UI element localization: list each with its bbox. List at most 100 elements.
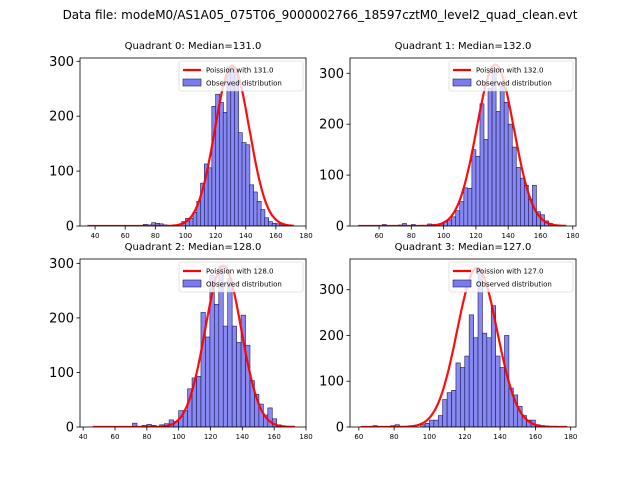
plot-area bbox=[358, 63, 567, 226]
histogram-bar bbox=[205, 336, 211, 427]
x-tick-label: 60 bbox=[354, 433, 363, 441]
poisson-curve bbox=[87, 64, 294, 226]
quadrant-0-title: Quadrant 0: Median=131.0 bbox=[125, 41, 262, 52]
histogram-bar bbox=[459, 201, 465, 226]
quadrant-1-chart: Quadrant 1: Median=132.0 0 100 200 300 60 80 1… bbox=[319, 41, 579, 240]
figure-title: Data file: modeM0/AS1A05_075T06_90000027… bbox=[62, 8, 578, 22]
histogram-bar bbox=[451, 216, 457, 226]
legend-box bbox=[178, 60, 304, 92]
histogram-bar bbox=[520, 177, 525, 226]
legend-label-observed: Observed distribution bbox=[476, 80, 552, 88]
histogram-bar bbox=[483, 139, 489, 226]
x-tick-label: 100 bbox=[179, 232, 192, 240]
histogram-bar bbox=[471, 149, 477, 226]
histogram-bar bbox=[437, 415, 443, 427]
histogram-bar bbox=[479, 103, 485, 226]
histogram-bar bbox=[511, 146, 517, 226]
histogram-bar bbox=[499, 367, 505, 427]
histogram-bar bbox=[236, 342, 242, 427]
y-tick-label: 200 bbox=[49, 110, 74, 125]
legend-box bbox=[178, 261, 304, 293]
quadrant-2-title: Quadrant 2: Median=128.0 bbox=[125, 242, 262, 253]
quadrant-3-title: Quadrant 3: Median=127.0 bbox=[395, 242, 532, 253]
histogram-bar bbox=[487, 88, 493, 226]
histogram-bar bbox=[515, 167, 521, 226]
y-tick-label: 0 bbox=[336, 421, 344, 436]
legend-label-poisson: Poission with 132.0 bbox=[476, 67, 544, 75]
legend-bar-swatch bbox=[452, 279, 472, 288]
y-tick-label: 200 bbox=[49, 311, 74, 326]
axes-frame bbox=[349, 258, 577, 428]
histogram-bar bbox=[429, 419, 435, 427]
y-tick-label: 300 bbox=[319, 283, 344, 298]
histogram-bar bbox=[231, 325, 237, 427]
histogram-bar bbox=[227, 278, 233, 427]
histogram-bar bbox=[446, 392, 452, 427]
histogram-bar bbox=[463, 187, 469, 226]
legend-label-observed: Observed distribution bbox=[206, 80, 282, 88]
quadrant-0-chart: Quadrant 0: Median=131.0 0 100 200 300 40 60 8… bbox=[49, 41, 313, 240]
histogram-bar bbox=[467, 188, 473, 226]
x-tick-label: 80 bbox=[151, 232, 160, 240]
x-tick-label: 40 bbox=[79, 433, 88, 441]
y-tick-label: 100 bbox=[49, 165, 74, 180]
x-tick-label: 160 bbox=[529, 433, 542, 441]
y-tick-label: 100 bbox=[49, 366, 74, 381]
y-tick-label: 300 bbox=[49, 257, 74, 272]
histogram-bar bbox=[214, 303, 220, 427]
legend: Poission with 131.0 Observed distribution bbox=[178, 60, 304, 92]
legend-label-observed: Observed distribution bbox=[476, 281, 552, 289]
x-tick-label: 60 bbox=[375, 232, 384, 240]
histogram-bar bbox=[503, 101, 509, 226]
x-tick-label: 40 bbox=[91, 232, 100, 240]
x-tick-label: 80 bbox=[390, 433, 399, 441]
histogram-bar bbox=[132, 422, 138, 427]
poisson-curve bbox=[358, 63, 567, 226]
histogram-bar bbox=[196, 375, 202, 427]
histogram-bar bbox=[267, 407, 273, 427]
legend-bar-swatch bbox=[182, 279, 202, 288]
x-tick-label: 160 bbox=[267, 433, 280, 441]
y-tick-label: 200 bbox=[319, 329, 344, 344]
quadrant-2-chart: Quadrant 2: Median=128.0 0 100 200 300 40 60 8… bbox=[49, 242, 313, 441]
x-tick-label: 120 bbox=[204, 433, 217, 441]
legend: Poission with 127.0 Observed distribution bbox=[448, 261, 574, 293]
x-tick-label: 180 bbox=[564, 433, 577, 441]
x-tick-label: 160 bbox=[269, 232, 282, 240]
y-tick-label: 0 bbox=[336, 220, 344, 235]
y-tick-label: 200 bbox=[319, 118, 344, 133]
quadrant-3-chart: Quadrant 3: Median=127.0 0 100 200 300 60 80 1… bbox=[319, 242, 577, 441]
histogram-bar bbox=[477, 268, 483, 427]
x-tick-label: 80 bbox=[142, 433, 151, 441]
y-tick-label: 300 bbox=[319, 67, 344, 82]
plot-area bbox=[92, 264, 295, 427]
x-tick-label: 180 bbox=[299, 433, 312, 441]
x-tick-label: 160 bbox=[534, 232, 547, 240]
histogram-bar bbox=[146, 423, 152, 427]
axes-frame bbox=[79, 258, 307, 428]
legend-bar-swatch bbox=[182, 78, 202, 87]
plot-area bbox=[360, 266, 568, 427]
histogram-bar bbox=[455, 362, 461, 427]
histogram-bar bbox=[482, 332, 488, 427]
histogram-bar bbox=[495, 355, 501, 427]
histogram-bar bbox=[460, 367, 466, 427]
histogram-bar bbox=[486, 337, 492, 427]
histogram-bar bbox=[451, 390, 457, 427]
x-tick-label: 80 bbox=[407, 232, 416, 240]
histogram-bar bbox=[499, 85, 505, 226]
legend: Poission with 128.0 Observed distribution bbox=[178, 261, 304, 293]
x-tick-label: 100 bbox=[437, 232, 450, 240]
x-tick-label: 140 bbox=[239, 232, 252, 240]
y-tick-label: 100 bbox=[319, 375, 344, 390]
y-tick-label: 300 bbox=[49, 55, 74, 70]
x-tick-label: 100 bbox=[423, 433, 436, 441]
x-tick-label: 140 bbox=[502, 232, 515, 240]
histogram-bar bbox=[442, 399, 448, 427]
histogram-bar bbox=[475, 155, 481, 226]
legend-label-poisson: Poission with 127.0 bbox=[476, 268, 544, 276]
histogram-bar bbox=[491, 67, 497, 226]
poisson-curve bbox=[92, 264, 295, 427]
x-tick-label: 180 bbox=[299, 232, 312, 240]
histogram-bar bbox=[507, 123, 513, 226]
